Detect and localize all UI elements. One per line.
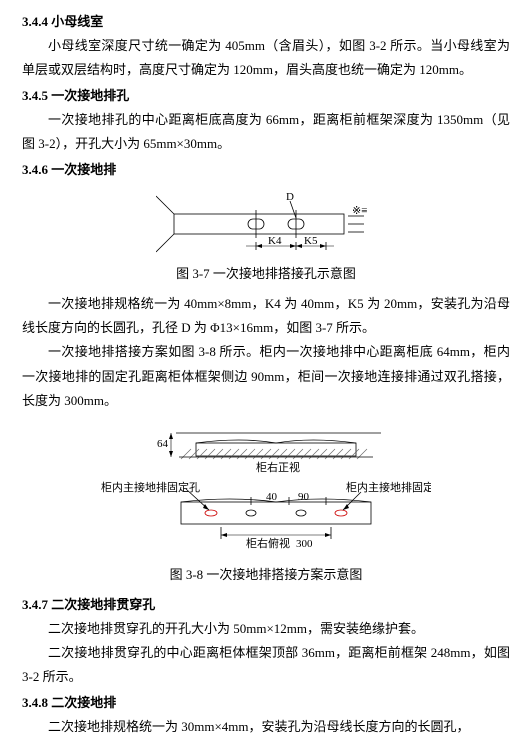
section-347-para1: 二次接地排贯穿孔的开孔大小为 50mm×12mm，需安装绝缘护套。 [22, 617, 510, 641]
section-348-heading: 3.4.8 二次接地排 [22, 691, 510, 715]
section-345-heading: 3.4.5 一次接地排孔 [22, 84, 510, 108]
figure-3-8: 64 柜右正视 柜内主接地排固定孔 柜内主接地排固定孔 40 90 300 柜右… [101, 427, 431, 557]
fig38-bottomview-label: 柜右俯视 [246, 536, 290, 550]
figure-3-7: D K4 K5 ※≡ [156, 188, 376, 256]
fig37-label-k5: K5 [304, 235, 318, 247]
fig38-dim-300: 300 [296, 538, 313, 550]
fig38-right-note: 柜内主接地排固定孔 [346, 480, 431, 494]
fig38-left-note: 柜内主接地排固定孔 [101, 480, 200, 494]
section-345-para1: 一次接地排孔的中心距离柜底高度为 66mm，距离柜前框架深度为 1350mm（见… [22, 108, 510, 156]
fig38-topview-label: 柜右正视 [256, 460, 300, 474]
section-344-para1: 小母线室深度尺寸统一确定为 405mm（含眉头），如图 3-2 所示。当小母线室… [22, 34, 510, 82]
section-347-para2: 二次接地排贯穿孔的中心距离柜体框架顶部 36mm，距离柜前框架 248mm，如图… [22, 641, 510, 689]
fig38-dim-90: 90 [298, 491, 310, 503]
section-347-heading: 3.4.7 二次接地排贯穿孔 [22, 593, 510, 617]
section-346-heading: 3.4.6 一次接地排 [22, 158, 510, 182]
figure-3-7-caption: 图 3-7 一次接地排搭接孔示意图 [22, 262, 510, 286]
section-348-para1: 二次接地排规格统一为 30mm×4mm，安装孔为沿母线长度方向的长圆孔， [22, 715, 510, 739]
section-344-heading: 3.4.4 小母线室 [22, 10, 510, 34]
fig37-label-k4: K4 [268, 235, 282, 247]
svg-text:※≡: ※≡ [352, 205, 367, 217]
section-346-para2: 一次接地排搭接方案如图 3-8 所示。柜内一次接地排中心距离柜底 64mm，柜内… [22, 340, 510, 412]
fig38-dim-40: 40 [266, 491, 278, 503]
figure-3-8-caption: 图 3-8 一次接地排搭接方案示意图 [22, 563, 510, 587]
fig38-dim-64: 64 [157, 438, 169, 450]
section-346-para1: 一次接地排规格统一为 40mm×8mm，K4 为 40mm，K5 为 20mm，… [22, 292, 510, 340]
